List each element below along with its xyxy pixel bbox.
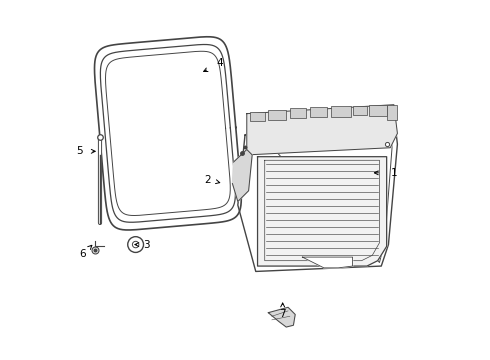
Bar <box>368 105 387 116</box>
Polygon shape <box>258 115 392 262</box>
Polygon shape <box>247 105 397 155</box>
Polygon shape <box>258 157 387 266</box>
Polygon shape <box>100 45 235 222</box>
Text: 3: 3 <box>143 239 149 249</box>
Text: 2: 2 <box>204 175 211 185</box>
Text: 6: 6 <box>79 248 86 258</box>
Bar <box>387 105 397 120</box>
Bar <box>353 106 367 115</box>
Polygon shape <box>269 307 295 327</box>
Polygon shape <box>95 37 241 230</box>
Polygon shape <box>238 110 397 271</box>
Polygon shape <box>232 149 252 202</box>
Text: 1: 1 <box>391 168 397 178</box>
Polygon shape <box>302 257 353 268</box>
Text: 4: 4 <box>217 58 223 68</box>
Text: 5: 5 <box>76 146 83 156</box>
Bar <box>290 108 306 118</box>
Polygon shape <box>105 51 230 216</box>
Bar <box>269 110 286 120</box>
Bar <box>310 107 327 117</box>
Bar <box>331 107 351 117</box>
Bar <box>250 112 265 121</box>
Text: 7: 7 <box>279 310 286 319</box>
